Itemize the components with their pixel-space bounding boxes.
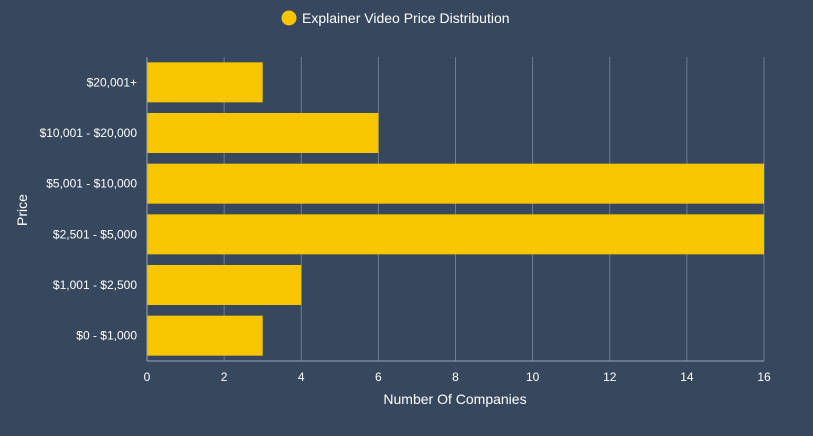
y-tick-label: $10,001 - $20,000 bbox=[40, 126, 138, 140]
x-tick-label: 0 bbox=[144, 370, 151, 384]
x-tick-label: 12 bbox=[603, 370, 617, 384]
y-axis-title: Price bbox=[14, 194, 30, 226]
y-tick-label: $5,001 - $10,000 bbox=[46, 177, 137, 191]
x-tick-label: 6 bbox=[375, 370, 382, 384]
bar[interactable] bbox=[147, 163, 764, 204]
legend-label: Explainer Video Price Distribution bbox=[302, 10, 510, 26]
bar[interactable] bbox=[147, 62, 263, 103]
y-tick-label: $20,001+ bbox=[87, 75, 137, 89]
x-tick-label: 16 bbox=[757, 370, 771, 384]
bar[interactable] bbox=[147, 113, 379, 153]
x-tick-label: 14 bbox=[680, 370, 694, 384]
x-tick-label: 8 bbox=[452, 370, 459, 384]
legend[interactable]: Explainer Video Price Distribution bbox=[281, 10, 510, 26]
y-tick-label: $2,501 - $5,000 bbox=[53, 227, 137, 241]
legend-marker bbox=[281, 10, 297, 26]
x-tick-labels: 0 2 4 6 8 10 12 14 16 bbox=[144, 370, 771, 384]
x-axis-title: Number Of Companies bbox=[383, 391, 526, 407]
bar[interactable] bbox=[147, 315, 263, 356]
x-tick-label: 2 bbox=[221, 370, 228, 384]
x-tick-label: 4 bbox=[298, 370, 305, 384]
y-tick-labels: $20,001+ $10,001 - $20,000 $5,001 - $10,00… bbox=[40, 75, 138, 342]
y-tick-label: $0 - $1,000 bbox=[76, 329, 137, 343]
bar[interactable] bbox=[147, 265, 302, 305]
axes bbox=[146, 57, 764, 362]
gridlines bbox=[223, 57, 765, 361]
bars bbox=[147, 62, 764, 356]
bar[interactable] bbox=[147, 214, 764, 255]
x-tick-label: 10 bbox=[526, 370, 540, 384]
y-tick-label: $1,001 - $2,500 bbox=[53, 278, 137, 292]
